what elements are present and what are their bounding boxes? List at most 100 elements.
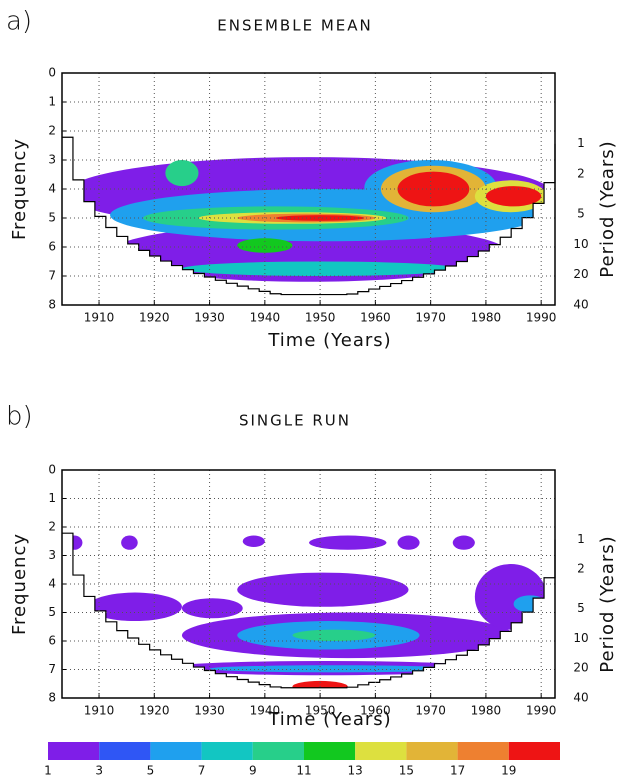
- x-tick-label: 1910: [84, 311, 115, 325]
- y2-tick-label: 10: [573, 631, 588, 645]
- y-tick-label: 7: [48, 269, 56, 283]
- contour-region: [165, 160, 199, 187]
- colorbar-box: [304, 742, 356, 760]
- y-tick-label: 6: [48, 240, 56, 254]
- x-tick-label: 1960: [360, 704, 391, 718]
- contours: [65, 535, 547, 688]
- y-tick-label: 6: [48, 634, 56, 648]
- x-axis-label: Time (Years): [267, 330, 391, 351]
- cone-of-influence: [62, 136, 556, 296]
- contour-region: [397, 535, 420, 550]
- contour-region: [209, 665, 459, 673]
- contour-region: [485, 186, 542, 207]
- y2-tick-label: 2: [577, 562, 585, 576]
- y-tick-label: 3: [48, 548, 56, 562]
- colorbar-label: 7: [198, 764, 206, 778]
- colorbar-label: 5: [147, 764, 155, 778]
- colorbar-box: [508, 742, 560, 760]
- y-axis-label: Frequency: [9, 138, 30, 240]
- y2-tick-label: 5: [577, 206, 585, 220]
- contours: [65, 157, 553, 282]
- colorbar-label: 13: [348, 764, 363, 778]
- y-tick-label: 5: [48, 605, 56, 619]
- contour-region: [87, 592, 182, 622]
- x-tick-label: 1950: [305, 311, 336, 325]
- x-tick-label: 1980: [471, 704, 502, 718]
- y2-tick-label: 2: [577, 166, 585, 180]
- colorbar-box: [406, 742, 458, 760]
- contour-region: [242, 535, 265, 547]
- colorbar-label: 3: [95, 764, 103, 778]
- contour-region: [397, 171, 470, 207]
- x-tick-label: 1990: [526, 311, 557, 325]
- x-axis-label: Time (Years): [267, 709, 391, 730]
- y-tick-label: 0: [48, 463, 56, 477]
- colorbar-label: 15: [399, 764, 414, 778]
- chart-title: SINGLE RUN: [239, 412, 351, 430]
- y2-axis-label: Period (Years): [597, 535, 618, 672]
- chart-title: ENSEMBLE MEAN: [217, 17, 372, 35]
- x-tick-label: 1910: [84, 704, 115, 718]
- y-tick-label: 2: [48, 520, 56, 534]
- colorbar-label: 19: [501, 764, 516, 778]
- colorbar-label: 17: [450, 764, 465, 778]
- y-tick-label: 8: [48, 298, 56, 312]
- colorbar-box: [201, 742, 253, 760]
- x-tick-label: 1930: [194, 311, 225, 325]
- panel-label: b): [6, 402, 33, 432]
- cone-of-influence: [62, 532, 556, 689]
- y-tick-label: 0: [48, 66, 56, 80]
- y2-tick-label: 1: [577, 532, 585, 546]
- x-tick-label: 1950: [305, 704, 336, 718]
- colorbar-label: 11: [296, 764, 311, 778]
- contour-region: [452, 535, 475, 550]
- colorbar-box: [150, 742, 202, 760]
- x-tick-label: 1940: [250, 311, 281, 325]
- y2-axis-label: Period (Years): [597, 140, 618, 277]
- x-tick-label: 1920: [139, 704, 170, 718]
- x-tick-label: 1990: [526, 704, 557, 718]
- colorbar-box: [99, 742, 151, 760]
- panel-label: a): [6, 7, 32, 37]
- colorbar-box: [457, 742, 509, 760]
- y-tick-label: 3: [48, 153, 56, 167]
- y-tick-label: 4: [48, 182, 56, 196]
- x-tick-label: 1960: [360, 311, 391, 325]
- colorbar-box: [48, 742, 100, 760]
- y2-tick-label: 40: [573, 298, 588, 312]
- y2-tick-label: 1: [577, 136, 585, 150]
- x-tick-label: 1920: [139, 311, 170, 325]
- colorbar-label: 1: [44, 764, 52, 778]
- x-tick-label: 1980: [471, 311, 502, 325]
- x-tick-label: 1940: [250, 704, 281, 718]
- plot-frame: [61, 72, 556, 306]
- contour-region: [121, 535, 138, 550]
- colorbar-label: 9: [249, 764, 257, 778]
- contour-region: [181, 598, 243, 619]
- x-tick-label: 1930: [194, 704, 225, 718]
- y-tick-label: 7: [48, 662, 56, 676]
- x-tick-label: 1970: [415, 311, 446, 325]
- y2-tick-label: 20: [573, 267, 588, 281]
- y-tick-label: 5: [48, 211, 56, 225]
- y2-tick-label: 5: [577, 601, 585, 615]
- contour-region: [181, 261, 459, 276]
- y-tick-label: 8: [48, 691, 56, 705]
- colorbar-box: [355, 742, 407, 760]
- y2-tick-label: 20: [573, 661, 588, 675]
- y-tick-label: 2: [48, 124, 56, 138]
- contour-region: [309, 535, 387, 550]
- y2-tick-label: 10: [573, 237, 588, 251]
- contour-region: [292, 629, 376, 641]
- plot-frame: [61, 469, 556, 699]
- contour-region: [237, 572, 409, 607]
- y-tick-label: 1: [48, 95, 56, 109]
- contour-region: [65, 535, 83, 550]
- x-tick-label: 1970: [415, 704, 446, 718]
- y2-tick-label: 40: [573, 691, 588, 705]
- colorbar-box: [252, 742, 304, 760]
- y-tick-label: 4: [48, 577, 56, 591]
- y-axis-label: Frequency: [9, 533, 30, 635]
- y-tick-label: 1: [48, 491, 56, 505]
